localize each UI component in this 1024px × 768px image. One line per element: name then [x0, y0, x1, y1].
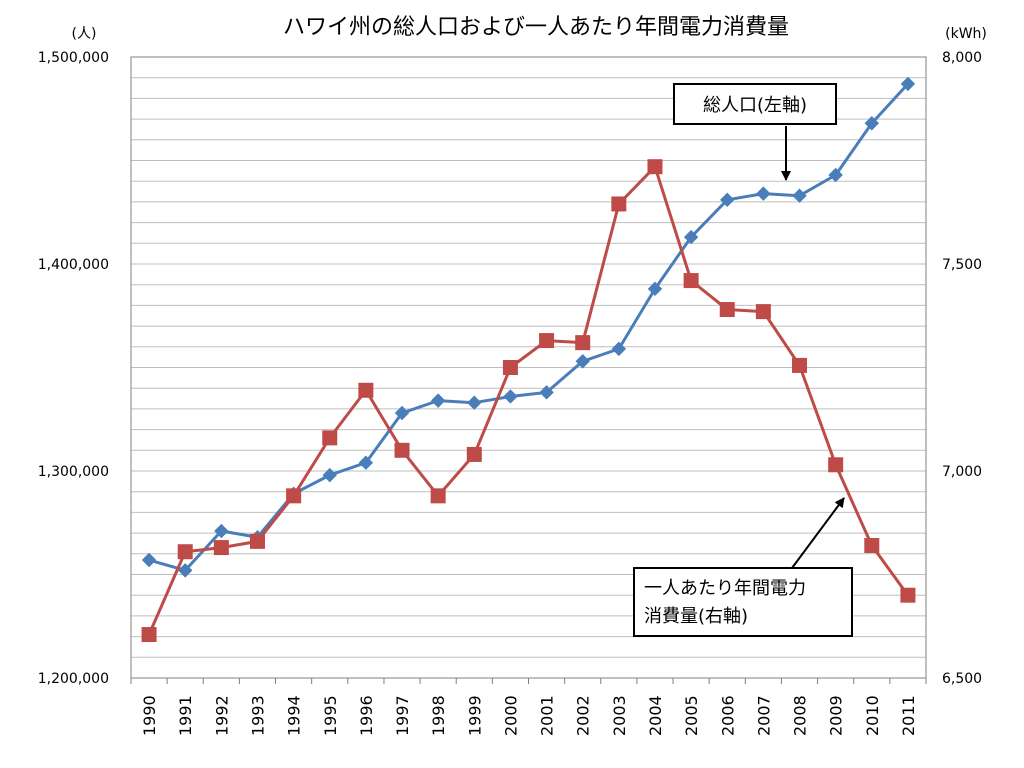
population-point [756, 186, 771, 201]
left-tick-label: 1,200,000 [38, 671, 109, 687]
electricity-point [466, 446, 482, 462]
right-tick-label: 8,000 [942, 50, 982, 66]
callout-population-label: 総人口(左軸) [703, 95, 807, 116]
left-tick-label: 1,500,000 [38, 50, 109, 66]
x-tick-label: 2010 [863, 695, 882, 736]
population-point [177, 563, 193, 578]
x-tick-label: 2001 [538, 695, 557, 736]
x-tick-label: 2007 [754, 695, 773, 736]
callout-electricity-label-line2: 消費量(右軸) [644, 606, 748, 627]
right-tick-label: 6,500 [942, 671, 982, 687]
right-tick-label: 7,500 [942, 257, 982, 273]
x-tick-label: 1993 [248, 695, 267, 736]
x-tick-label: 2011 [899, 695, 918, 736]
electricity-point [575, 335, 591, 351]
electricity-line [147, 165, 910, 636]
callout-population-box [673, 83, 837, 125]
population-point [864, 116, 880, 131]
electricity-point [286, 488, 302, 504]
callout-electricity-arrow [791, 497, 845, 569]
electricity-point [900, 587, 916, 603]
population-point [900, 76, 916, 92]
left-axis-unit: (人) [72, 26, 97, 42]
electricity-point [502, 360, 518, 375]
x-tick-label: 2004 [646, 695, 665, 736]
electricity-point [792, 357, 808, 373]
population-point [792, 188, 807, 203]
population-point [430, 393, 446, 408]
population-point [322, 467, 337, 483]
electricity-point [358, 382, 374, 398]
axes: 1,500,000 1,400,000 1,300,000 1,200,000 8,00… [38, 50, 982, 736]
x-tick-label: 2005 [682, 695, 701, 736]
right-tick-label: 7,000 [942, 464, 982, 480]
electricity-point [322, 430, 338, 446]
x-tick-label: 2002 [574, 695, 593, 736]
electricity-point [430, 488, 446, 504]
x-tick-label: 1998 [429, 695, 448, 736]
callout-population: 総人口(左軸) [673, 83, 837, 181]
electricity-point [539, 333, 555, 349]
electricity-point [828, 457, 844, 473]
callout-electricity: 一人あたり年間電力 消費量(右軸) [633, 497, 853, 637]
electricity-point [394, 442, 410, 458]
population-point [720, 192, 735, 208]
population-point [683, 229, 699, 245]
x-tick-label: 1990 [140, 695, 159, 736]
population-point [214, 523, 229, 539]
left-tick-label: 1,300,000 [38, 464, 109, 480]
x-tick-label: 1991 [176, 695, 195, 736]
population-point [358, 455, 374, 470]
right-axis-unit: (kWh) [945, 26, 987, 42]
series [141, 76, 916, 643]
x-tick-label: 1997 [393, 695, 412, 736]
population-point [647, 281, 663, 297]
x-tick-label: 2008 [791, 695, 810, 736]
callout-electricity-label-line1: 一人あたり年間電力 [644, 578, 806, 599]
electricity-point [213, 540, 229, 556]
callout-electricity-box [633, 567, 853, 637]
x-tick-label: 1996 [357, 695, 376, 736]
electricity-point [141, 627, 157, 643]
population-point [828, 167, 843, 183]
population-point [539, 385, 554, 400]
electricity-point [864, 538, 880, 554]
x-tick-label: 2000 [501, 695, 520, 736]
electricity-point [755, 304, 771, 320]
electricity-point [647, 159, 663, 175]
population-point [394, 405, 410, 421]
x-tick-label: 1999 [465, 695, 484, 736]
population-point [503, 389, 518, 404]
x-tick-label: 1992 [212, 695, 231, 736]
x-tick-label: 2003 [610, 695, 629, 736]
population-point [575, 354, 590, 369]
chart-title: ハワイ州の総人口および一人あたり年間電力消費量 [283, 15, 789, 40]
x-tick-label: 1995 [321, 695, 340, 736]
left-tick-label: 1,400,000 [38, 257, 109, 273]
x-tick-label: 2009 [827, 695, 846, 736]
population-line [148, 82, 910, 572]
population-point [467, 395, 482, 410]
x-tick-label: 2006 [718, 695, 737, 736]
population-point [141, 552, 157, 568]
electricity-point [683, 273, 699, 289]
electricity-point [719, 302, 735, 318]
gridlines [131, 77, 926, 658]
electricity-point [177, 544, 193, 560]
population-point [611, 341, 627, 357]
x-tick-label: 1994 [285, 695, 304, 736]
electricity-point [249, 533, 265, 549]
electricity-point [611, 196, 627, 212]
